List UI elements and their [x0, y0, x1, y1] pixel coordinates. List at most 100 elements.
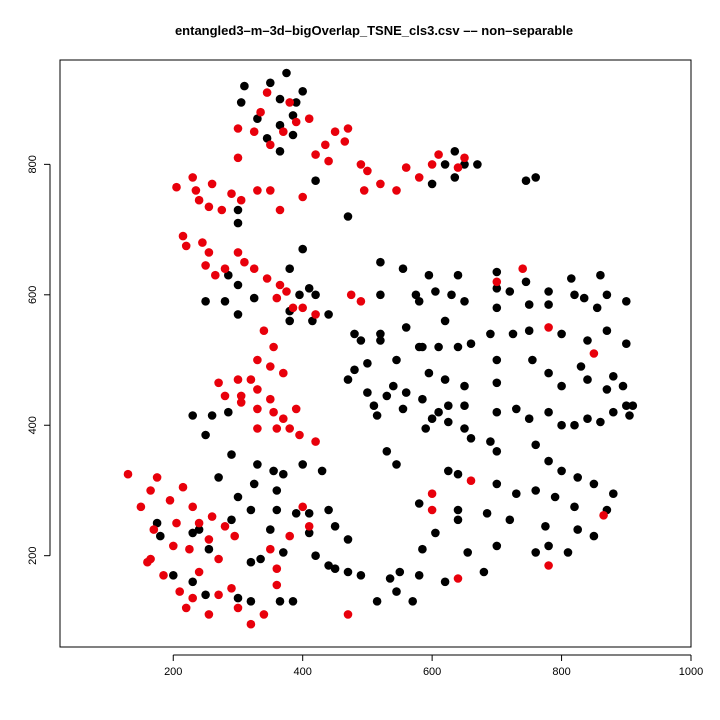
scatter-point — [240, 257, 249, 267]
x-tick-label: 1000 — [679, 666, 703, 678]
scatter-point — [450, 173, 460, 182]
scatter-point — [266, 78, 275, 88]
scatter-point — [275, 147, 285, 156]
scatter-point — [424, 270, 434, 280]
scatter-point — [418, 394, 427, 404]
scatter-point — [524, 414, 534, 424]
scatter-point — [233, 205, 243, 215]
scatter-point — [185, 544, 194, 554]
scatter-point — [266, 394, 275, 404]
scatter-point — [589, 479, 599, 489]
scatter-point — [609, 372, 618, 381]
scatter-point — [253, 404, 262, 414]
scatter-point — [492, 541, 502, 551]
scatter-point — [602, 290, 612, 300]
scatter-point — [311, 310, 320, 319]
scatter-point — [492, 284, 502, 293]
scatter-point — [512, 489, 521, 499]
scatter-point — [486, 329, 495, 339]
scatter-point — [259, 326, 269, 336]
scatter-point — [304, 528, 314, 538]
scatter-point — [194, 195, 204, 205]
scatter-point — [220, 264, 230, 274]
x-tick-label: 800 — [552, 666, 570, 678]
scatter-point — [236, 195, 246, 205]
scatter-point — [444, 401, 453, 411]
scatter-point — [544, 456, 553, 466]
scatter-point — [570, 502, 579, 512]
scatter-point — [282, 68, 291, 78]
scatter-point — [376, 336, 385, 345]
scatter-point — [253, 114, 262, 123]
scatter-point — [207, 411, 217, 420]
scatter-point — [194, 518, 204, 528]
x-tick-label: 200 — [164, 666, 182, 678]
scatter-point — [330, 564, 340, 573]
scatter-point — [528, 355, 537, 365]
scatter-point — [188, 502, 197, 512]
scatter-point — [363, 388, 372, 397]
scatter-point — [524, 326, 534, 336]
scatter-point — [356, 160, 366, 169]
scatter-point — [198, 238, 207, 247]
scatter-point — [272, 505, 282, 515]
scatter-point — [392, 460, 401, 469]
scatter-point — [262, 274, 272, 283]
scatter-point — [372, 411, 382, 420]
scatter-point — [372, 597, 382, 606]
scatter-point — [214, 554, 223, 564]
scatter-point — [618, 381, 628, 391]
scatter-point — [492, 447, 502, 456]
scatter-point — [609, 407, 618, 417]
scatter-point — [233, 375, 243, 384]
scatter-point — [589, 531, 599, 541]
scatter-point — [570, 290, 579, 300]
scatter-point — [401, 163, 411, 172]
scatter-point — [275, 597, 285, 606]
scatter-point — [518, 264, 527, 274]
scatter-point — [324, 561, 333, 570]
scatter-point — [149, 525, 159, 534]
scatter-point — [583, 375, 592, 384]
scatter-point — [414, 499, 424, 508]
scatter-point — [376, 290, 385, 300]
scatter-point — [343, 124, 353, 133]
scatter-point — [233, 492, 243, 502]
scatter-point — [233, 603, 243, 613]
scatter-point — [356, 297, 366, 306]
scatter-point — [573, 525, 582, 534]
scatter-point — [401, 323, 411, 332]
scatter-point — [524, 300, 534, 309]
scatter-point — [272, 424, 282, 433]
scatter-point — [246, 375, 256, 384]
scatter-point — [460, 153, 469, 163]
plot-frame — [59, 59, 692, 648]
series-0 — [152, 68, 638, 606]
scatter-point — [398, 264, 408, 274]
scatter-point — [408, 597, 418, 606]
scatter-point — [444, 417, 453, 427]
scatter-point — [227, 515, 236, 525]
scatter-point — [311, 551, 320, 560]
scatter-point — [531, 173, 540, 182]
scatter-point — [249, 264, 259, 274]
scatter-point — [544, 300, 553, 309]
scatter-point — [279, 368, 288, 378]
scatter-point — [424, 368, 434, 378]
scatter-point — [201, 430, 210, 440]
scatter-point — [211, 270, 220, 280]
scatter-point — [450, 147, 460, 156]
scatter-point — [389, 381, 398, 391]
scatter-point — [343, 567, 353, 577]
scatter-point — [253, 186, 262, 195]
scatter-point — [622, 297, 631, 306]
scatter-point — [233, 124, 243, 133]
scatter-point — [256, 554, 265, 564]
scatter-point — [414, 297, 424, 306]
scatter-point — [521, 176, 531, 185]
scatter-point — [460, 401, 469, 411]
scatter-point — [330, 127, 340, 136]
scatter-point — [460, 381, 469, 391]
scatter-point — [227, 450, 236, 459]
scatter-point — [291, 117, 301, 127]
